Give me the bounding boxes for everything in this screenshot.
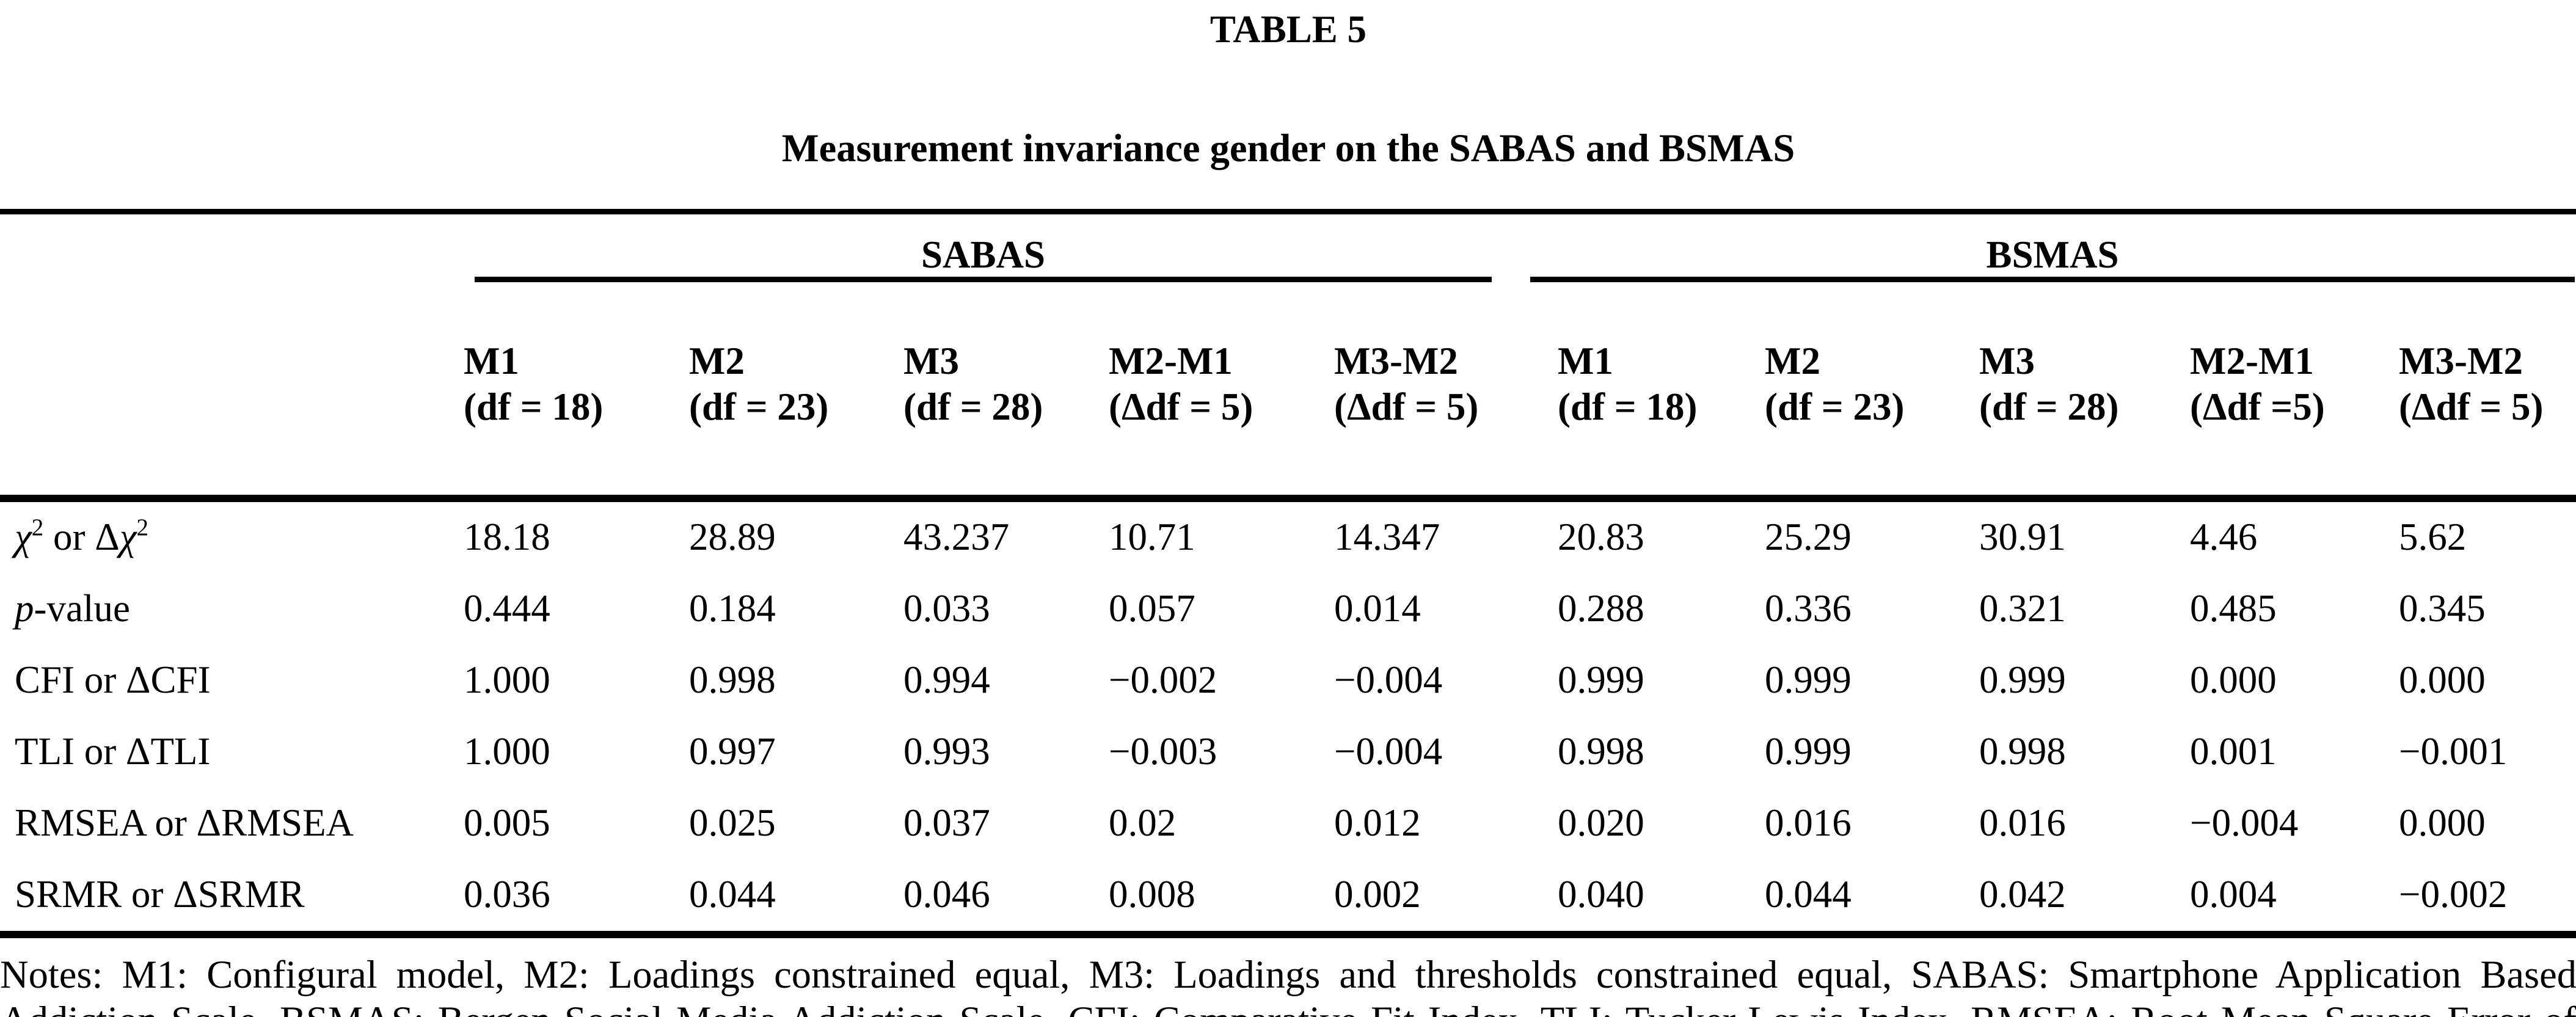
cell-value: 0.998: [689, 658, 776, 702]
cell-value: 0.025: [689, 801, 776, 845]
row-label: TLI or ΔTLI: [15, 729, 211, 773]
cell-value: 0.485: [2190, 586, 2277, 630]
cell-value: 0.997: [689, 729, 776, 773]
row-label: SRMR or ΔSRMR: [0, 859, 464, 938]
cell-value: −0.004: [1334, 729, 1443, 773]
cell-value: 4.46: [2190, 515, 2258, 559]
cell-value: 0.008: [1109, 859, 1334, 938]
cell-value: 0.036: [464, 859, 689, 938]
cell-value: 0.000: [2399, 801, 2486, 845]
cell-value: −0.004: [2190, 801, 2299, 845]
cell-value: 5.62: [2399, 515, 2467, 559]
cell-value: 0.999: [1765, 729, 1852, 773]
col-header-sabas-m3-m2: M3-M2 (Δdf = 5): [1334, 282, 1558, 502]
table-row-tli: TLI or ΔTLI 1.000 0.997 0.993 −0.003 −0.004 0.…: [0, 716, 2576, 788]
cell-value: 0.336: [1765, 586, 1852, 630]
col-header-bsmas-m1: M1 (df = 18): [1558, 282, 1765, 502]
cell-value: 10.71: [1109, 515, 1195, 559]
cell-value: 0.046: [903, 859, 1109, 938]
cell-value: 30.91: [1979, 515, 2066, 559]
table-caption: Measurement invariance gender on the SAB…: [781, 126, 1795, 170]
cell-value: 0.993: [903, 729, 990, 773]
cell-value: 25.29: [1765, 515, 1852, 559]
cell-value: 0.040: [1558, 859, 1765, 938]
table-notes: Notes: M1: Configural model, M2: Loading…: [0, 953, 2576, 1017]
cell-value: 28.89: [689, 515, 776, 559]
cell-value: −0.004: [1334, 658, 1443, 702]
cell-value: 0.998: [1979, 729, 2066, 773]
cell-value: 0.184: [689, 586, 776, 630]
cell-value: 0.000: [2190, 658, 2277, 702]
group-header-bsmas: BSMAS: [1530, 209, 2576, 284]
table-row-cfi: CFI or ΔCFI 1.000 0.998 0.994 −0.002 −0.004 0.…: [0, 645, 2576, 716]
cell-value: 1.000: [464, 729, 550, 773]
cell-value: 0.020: [1558, 801, 1644, 845]
cell-value: 0.288: [1558, 586, 1644, 630]
cell-value: −0.003: [1109, 729, 1217, 773]
cell-value: 0.037: [903, 801, 990, 845]
measurement-invariance-table: SABAS BSMAS M1 (df = 18) M2 (df = 23) M3 (df …: [0, 209, 2576, 938]
cell-value: 0.014: [1334, 586, 1421, 630]
cell-value: −0.002: [2399, 859, 2576, 938]
cell-value: 14.347: [1334, 515, 1440, 559]
cell-value: 0.044: [689, 859, 903, 938]
col-header-sabas-m2: M2 (df = 23): [689, 282, 903, 502]
col-header-bsmas-m2: M2 (df = 23): [1765, 282, 1980, 502]
cell-value: 0.016: [1979, 801, 2066, 845]
cell-value: 0.999: [1558, 658, 1644, 702]
cell-value: 0.044: [1765, 859, 1980, 938]
row-label: CFI or ΔCFI: [15, 658, 211, 702]
cell-value: −0.001: [2399, 729, 2508, 773]
group-header-sabas: SABAS: [464, 209, 1558, 284]
cell-value: 1.000: [464, 658, 550, 702]
cell-value: 0.001: [2190, 729, 2277, 773]
cell-value: 0.002: [1334, 859, 1558, 938]
col-header-bsmas-m3-m2: M3-M2 (Δdf = 5): [2399, 282, 2576, 502]
cell-value: 0.998: [1558, 729, 1644, 773]
cell-value: 0.033: [903, 586, 990, 630]
col-header-sabas-m3: M3 (df = 28): [903, 282, 1109, 502]
row-label: χ2 or Δχ2: [15, 513, 148, 559]
cell-value: 0.02: [1109, 801, 1177, 845]
table-number: TABLE 5: [1210, 7, 1367, 51]
row-label: RMSEA or ΔRMSEA: [15, 801, 354, 845]
table-row-p-value: p-value 0.444 0.184 0.033 0.057 0.014 0.288 0.3…: [0, 574, 2576, 645]
col-header-bsmas-m3: M3 (df = 28): [1979, 282, 2191, 502]
row-label-header-empty: [0, 282, 464, 502]
cell-value: 43.237: [903, 515, 1010, 559]
cell-value: −0.002: [1109, 658, 1217, 702]
cell-value: 0.321: [1979, 586, 2066, 630]
cell-value: 0.012: [1334, 801, 1421, 845]
cell-value: 0.345: [2399, 586, 2486, 630]
cell-value: 0.999: [1979, 658, 2066, 702]
col-header-sabas-m2-m1: M2-M1 (Δdf = 5): [1109, 282, 1334, 502]
cell-value: 18.18: [464, 515, 550, 559]
cell-value: 20.83: [1558, 515, 1644, 559]
cell-value: 0.000: [2399, 658, 2486, 702]
col-header-sabas-m1: M1 (df = 18): [464, 282, 689, 502]
group-header-row: SABAS BSMAS: [0, 209, 2576, 284]
cell-value: 0.999: [1765, 658, 1852, 702]
row-label: p-value: [15, 586, 130, 630]
cell-value: 0.042: [1979, 859, 2191, 938]
col-header-bsmas-m2-m1: M2-M1 (Δdf =5): [2190, 282, 2399, 502]
cell-value: 0.994: [903, 658, 990, 702]
cell-value: 0.444: [464, 586, 550, 630]
cell-value: 0.005: [464, 801, 550, 845]
table-body: χ2 or Δχ2 18.18 28.89 43.237 10.71 14.347 20.8…: [0, 498, 2576, 938]
table-row-srmr: SRMR or ΔSRMR 0.036 0.044 0.046 0.008 0.002 0.…: [0, 859, 2576, 938]
cell-value: 0.004: [2190, 859, 2399, 938]
corner-empty-cell: [0, 209, 464, 282]
cell-value: 0.016: [1765, 801, 1852, 845]
table-row-chi-square: χ2 or Δχ2 18.18 28.89 43.237 10.71 14.347 20.8…: [0, 498, 2576, 574]
cell-value: 0.057: [1109, 586, 1195, 630]
table-row-rmsea: RMSEA or ΔRMSEA 0.005 0.025 0.037 0.02 0.012 0…: [0, 788, 2576, 859]
column-header-row: M1 (df = 18) M2 (df = 23) M3 (df = 28) M2-M1 (Δ…: [0, 282, 2576, 502]
